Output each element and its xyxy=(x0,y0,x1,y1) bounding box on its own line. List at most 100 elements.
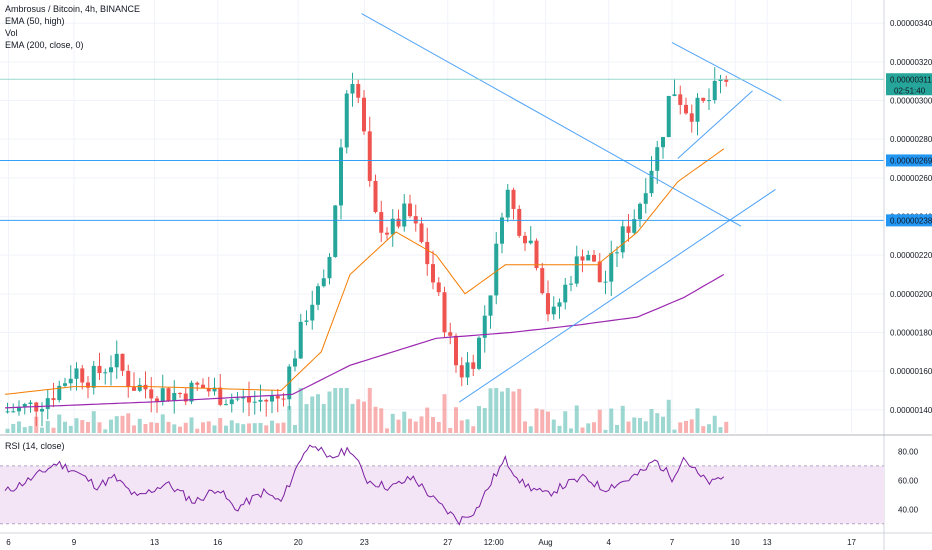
volume-bar xyxy=(218,417,223,433)
volume-bar xyxy=(402,411,407,433)
rsi-panel: 80.00 60.00 40.00 xyxy=(0,444,919,526)
volume-bar xyxy=(488,388,493,433)
volume-bar xyxy=(68,425,73,433)
candle-body xyxy=(431,264,435,283)
candle-body xyxy=(385,232,389,235)
volume-bar xyxy=(160,414,165,433)
volume-bar xyxy=(436,421,441,433)
candle-body xyxy=(569,283,573,285)
y-tick-label: 0.00000180 xyxy=(890,328,932,337)
volume-bar xyxy=(143,424,148,433)
candle-body xyxy=(91,365,96,388)
candle-body xyxy=(626,226,631,233)
candle-body xyxy=(592,254,596,262)
candle-body xyxy=(63,383,67,386)
candle-body xyxy=(114,353,119,368)
candle-body xyxy=(339,147,343,206)
volume-bar xyxy=(482,408,487,433)
x-tick-label: 17 xyxy=(847,538,856,547)
candle-body xyxy=(563,284,568,303)
candle-body xyxy=(620,226,625,253)
candle-body xyxy=(505,189,510,218)
candle-body xyxy=(270,395,274,402)
candle-body xyxy=(103,372,108,374)
volume-bar xyxy=(626,421,631,433)
volume-bar xyxy=(684,420,688,433)
y-tick-label: 0.00000320 xyxy=(890,58,932,67)
volume-bar xyxy=(505,388,510,433)
volume-bar xyxy=(5,428,10,433)
candle-body xyxy=(712,80,717,101)
candle-body xyxy=(373,180,378,213)
candle-body xyxy=(632,219,637,233)
volume-bar xyxy=(494,388,499,433)
candle-body xyxy=(51,398,56,401)
volume-bar xyxy=(132,425,136,433)
rsi-tick-label: 80.00 xyxy=(898,447,919,456)
candles xyxy=(5,67,729,427)
candle-body xyxy=(344,93,349,148)
volume-bar xyxy=(224,425,228,433)
volume-bar xyxy=(592,422,596,433)
candle-body xyxy=(149,389,154,399)
candle-body xyxy=(695,97,700,122)
volume-bar xyxy=(390,413,395,433)
candle-body xyxy=(597,261,602,283)
volume-bar xyxy=(661,416,665,433)
volume-bar xyxy=(615,424,619,433)
candle-body xyxy=(160,388,165,402)
volume-bar xyxy=(678,422,683,433)
volume-bar xyxy=(57,414,62,433)
x-tick-label: 16 xyxy=(213,538,222,547)
volume-bar xyxy=(178,426,182,433)
candle-body xyxy=(402,203,407,227)
candle-body xyxy=(574,256,579,284)
x-tick-label: 4 xyxy=(607,538,612,547)
volume-bar xyxy=(350,403,355,433)
volume-bar xyxy=(120,415,125,433)
rsi-tick-label: 40.00 xyxy=(898,505,919,514)
x-tick-label: 23 xyxy=(360,538,369,547)
x-tick-label: 12:00 xyxy=(484,538,505,547)
candle-body xyxy=(126,370,131,388)
legend-ema200: EMA (200, close, 0) xyxy=(5,40,84,50)
volume-bar xyxy=(523,421,527,433)
volume-bar xyxy=(91,411,96,433)
y-tick-label: 0.00000160 xyxy=(890,367,932,376)
y-tick-label: 0.00000260 xyxy=(890,174,932,183)
volume-bar xyxy=(580,427,585,433)
volume-bar xyxy=(344,388,349,433)
candle-body xyxy=(218,387,223,405)
volume-bar xyxy=(252,423,257,433)
volume-bar xyxy=(459,420,464,433)
candle-body xyxy=(224,404,228,406)
candle-body xyxy=(367,131,372,181)
volume-bar xyxy=(22,427,27,433)
candle-body xyxy=(419,223,424,242)
volume-bar xyxy=(195,428,200,433)
candle-body xyxy=(684,104,688,114)
volume-bar xyxy=(534,408,539,433)
candle-body xyxy=(5,411,10,413)
rsi-band xyxy=(0,465,884,524)
x-tick-label: 20 xyxy=(294,538,303,547)
candle-body xyxy=(275,395,280,399)
candle-body xyxy=(247,396,251,403)
candle-body xyxy=(183,393,188,402)
candle-body xyxy=(57,385,62,401)
volume-bar xyxy=(247,423,251,433)
volume-bar xyxy=(632,417,637,433)
volume-bar xyxy=(287,405,292,433)
volume-bar xyxy=(695,408,700,433)
candle-body xyxy=(540,268,545,294)
candle-body xyxy=(155,398,159,402)
legend-rsi: RSI (14, close) xyxy=(5,441,65,451)
volume-bar xyxy=(672,429,677,433)
candle-body xyxy=(580,256,585,261)
candle-body xyxy=(304,320,309,322)
candle-body xyxy=(707,100,711,102)
volume-bar xyxy=(166,421,171,433)
candle-body xyxy=(86,382,90,388)
volume-bar xyxy=(304,404,309,433)
